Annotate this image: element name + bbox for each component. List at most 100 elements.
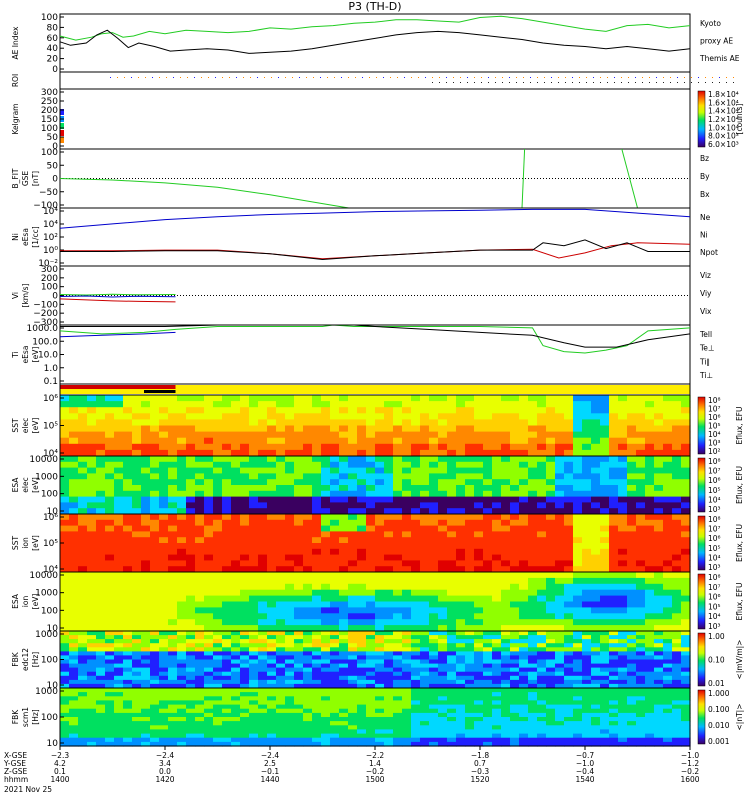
spectrogram-cell [438, 635, 448, 640]
spectrogram-cell [483, 537, 493, 544]
spectrogram-cell [231, 560, 241, 567]
spectrogram-cell [528, 572, 538, 579]
spectrogram-cell [168, 712, 178, 718]
spectrogram-cell [321, 619, 331, 626]
spectrogram-cell [591, 631, 601, 636]
y-axis-label: [eV] [31, 535, 40, 551]
spectrogram-cell [420, 741, 430, 747]
roi-dot [474, 77, 475, 78]
spectrogram-cell [501, 675, 511, 681]
spectrogram-cell [168, 655, 178, 661]
spectrogram-cell [222, 508, 232, 515]
spectrogram-cell [357, 675, 367, 681]
spectrogram-cell [447, 508, 457, 515]
spectrogram-cell [231, 639, 241, 644]
spectrogram-cell [213, 737, 223, 743]
spectrogram-cell [483, 589, 493, 597]
spectrogram-cell [330, 443, 340, 451]
spectrogram-cell [510, 655, 520, 661]
spectrogram-cell [60, 696, 70, 701]
spectrogram-cell [645, 663, 655, 669]
spectrogram-cell [582, 502, 592, 509]
spectrogram-cell [195, 479, 205, 486]
spectrogram-cell [312, 733, 322, 739]
spectrogram-cell [510, 643, 520, 648]
spectrogram-cell [186, 560, 196, 567]
spectrogram-cell [123, 449, 133, 457]
spectrogram-cell [672, 663, 682, 669]
spectrogram-cell [393, 741, 403, 747]
spectrogram-cell [618, 667, 628, 673]
spectrogram-cell [339, 413, 349, 420]
spectrogram-cell [204, 572, 214, 579]
spectrogram-cell [456, 566, 466, 573]
spectrogram-cell [465, 683, 475, 689]
spectrogram-cell [339, 443, 349, 451]
spectrogram-cell [546, 655, 556, 661]
spectrogram-cell [573, 443, 583, 451]
spectrogram-cell [240, 548, 250, 556]
spectrogram-cell [591, 467, 601, 474]
spectrogram-cell [141, 667, 151, 673]
spectrogram-cell [555, 572, 565, 579]
spectrogram-cell [645, 443, 655, 451]
spectrogram-cell [213, 467, 223, 474]
spectrogram-cell [339, 601, 349, 608]
spectrogram-cell [357, 655, 367, 661]
spectrogram-cell [276, 519, 286, 527]
spectrogram-cell [402, 479, 412, 486]
spectrogram-cell [249, 704, 259, 710]
spectrogram-cell [69, 655, 79, 661]
spectrogram-cell [258, 560, 268, 567]
spectrogram-cell [366, 667, 376, 673]
spectrogram-cell [591, 537, 601, 544]
spectrogram-cell [429, 733, 439, 739]
spectrogram-cell [438, 696, 448, 701]
spectrogram-cell [483, 554, 493, 561]
spectrogram-cell [231, 663, 241, 669]
spectrogram-cell [663, 490, 673, 498]
spectrogram-cell [375, 688, 385, 693]
spectrogram-cell [105, 683, 115, 689]
spectrogram-cell [384, 566, 394, 573]
spectrogram-cell [447, 683, 457, 689]
colorbar-label: 10⁷ [708, 583, 721, 592]
spectrogram-cell [132, 496, 142, 503]
y-tick-label: 20 [47, 55, 59, 65]
spectrogram-cell [645, 659, 655, 665]
spectrogram-cell [330, 601, 340, 608]
spectrogram-cell [213, 443, 223, 451]
spectrogram-cell [258, 708, 268, 714]
spectrogram-cell [537, 548, 547, 556]
spectrogram-cell [222, 737, 232, 743]
spectrogram-cell [582, 692, 592, 697]
spectrogram-cell [663, 508, 673, 515]
panel-roi: ROI [11, 71, 734, 90]
spectrogram-cell [429, 708, 439, 714]
spectrogram-cell [528, 647, 538, 652]
spectrogram-cell [249, 502, 259, 509]
spectrogram-cell [492, 725, 502, 730]
spectrogram-cell [546, 700, 556, 706]
spectrogram-cell [285, 395, 295, 402]
spectrogram-cell [609, 537, 619, 544]
spectrogram-cell [375, 625, 385, 632]
spectrogram-cell [78, 485, 88, 492]
spectrogram-cell [537, 577, 547, 585]
spectrogram-cell [366, 688, 376, 693]
spectrogram-cell [222, 543, 232, 550]
spectrogram-cell [276, 704, 286, 710]
spectrogram-cell [564, 449, 574, 457]
spectrogram-cell [78, 659, 88, 665]
spectrogram-cell [96, 704, 106, 710]
spectrogram-cell [141, 560, 151, 567]
spectrogram-cell [402, 490, 412, 498]
spectrogram-cell [546, 419, 556, 427]
spectrogram-cell [213, 635, 223, 640]
spectrogram-cell [123, 456, 133, 463]
colorbar [697, 396, 706, 455]
spectrogram-cell [330, 717, 340, 722]
y-tick-label: 80 [47, 23, 59, 33]
spectrogram-cell [555, 675, 565, 681]
spectrogram-cell [159, 667, 169, 673]
